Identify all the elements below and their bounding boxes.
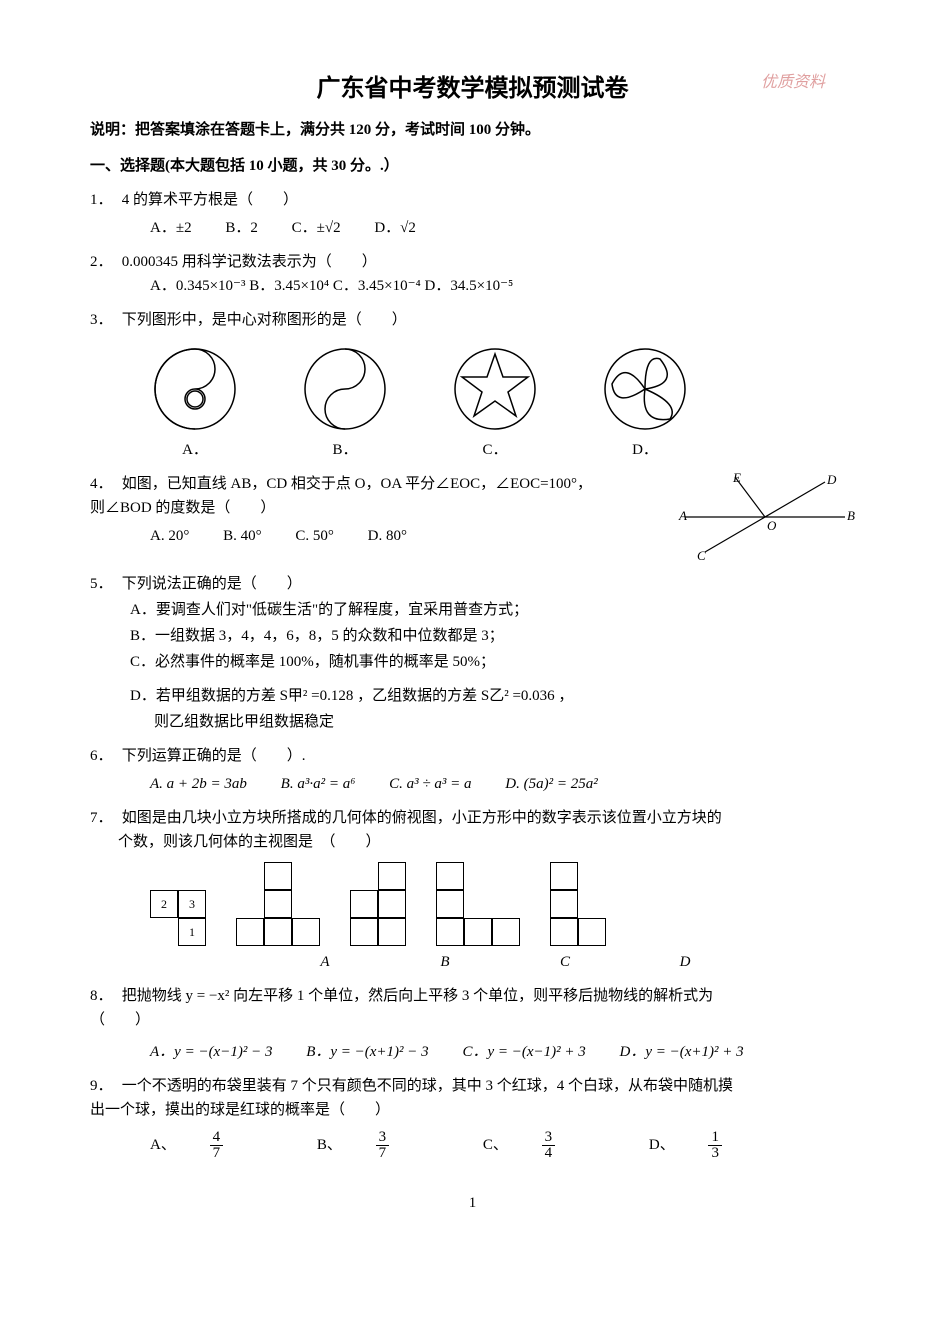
q2-opt-d: D．34.5×10⁻⁵ (425, 278, 514, 294)
q2-opt-c: C．3.45×10⁻⁴ (333, 278, 421, 294)
q8-opt-c: C．y = −(x−1)² + 3 (462, 1040, 585, 1064)
q9-text1: 一个不透明的布袋里装有 7 个只有颜色不同的球，其中 3 个红球，4 个白球，从… (122, 1078, 733, 1094)
q5-opt-c: C．必然事件的概率是 100%，随机事件的概率是 50%； (130, 650, 855, 674)
q6-text: 下列运算正确的是（ ）. (122, 748, 306, 764)
q3-fig-c (450, 344, 540, 434)
q7-opt-d-fig (550, 862, 606, 946)
q9-opt-c: C、 34 (483, 1130, 615, 1161)
q6-num: 6． (90, 744, 118, 768)
q4-opt-a: A. 20° (150, 524, 189, 548)
q7-opt-a-fig (236, 862, 320, 946)
q1-text: 4 的算术平方根是（ ） (122, 192, 298, 208)
q2-opt-b: B．3.45×10⁴ (249, 278, 329, 294)
q3-label-c: C． (450, 438, 540, 462)
q7-opt-c-fig (436, 862, 520, 946)
question-6: 6． 下列运算正确的是（ ）. A. a + 2b = 3ab B. a³·a²… (90, 744, 855, 796)
q3-num: 3． (90, 308, 118, 332)
instructions: 说明：把答案填涂在答题卡上，满分共 120 分，考试时间 100 分钟。 (90, 118, 855, 142)
q4-opt-c: C. 50° (295, 524, 334, 548)
q9-text2: 出一个球，摸出的球是红球的概率是（ ） (90, 1102, 390, 1118)
q4-figure: E D A O B C (675, 472, 855, 562)
q1-opt-b: B．2 (225, 216, 258, 240)
q8-text: 把抛物线 y = −x² 向左平移 1 个单位，然后向上平移 3 个单位，则平移… (122, 988, 713, 1004)
q7-label-b: B (400, 950, 490, 974)
svg-text:O: O (767, 518, 777, 533)
q4-num: 4． (90, 472, 118, 496)
q5-opt-d2: 则乙组数据比甲组数据稳定 (154, 710, 855, 734)
q7-label-a: A (280, 950, 370, 974)
q5-opt-a: A．要调查人们对"低碳生活"的了解程度，宜采用普查方式； (130, 598, 855, 622)
topview-cell: 2 (150, 890, 178, 918)
svg-text:E: E (732, 472, 741, 485)
q7-topview: 2 3 1 (150, 890, 206, 946)
q8-opt-b: B．y = −(x+1)² − 3 (306, 1040, 428, 1064)
q1-opt-d: D．√2 (374, 216, 416, 240)
question-3: 3． 下列图形中，是中心对称图形的是（ ） A． B． C． D． (90, 308, 855, 462)
q9-opt-d: D、 13 (649, 1130, 782, 1161)
question-1: 1． 4 的算术平方根是（ ） A．±2 B．2 C．±√2 D．√2 (90, 188, 855, 240)
q9-opt-a: A、 47 (150, 1130, 283, 1161)
q4-opt-d: D. 80° (368, 524, 407, 548)
q3-label-a: A． (150, 438, 240, 462)
q5-num: 5． (90, 572, 118, 596)
svg-text:B: B (847, 508, 855, 523)
q2-num: 2． (90, 250, 118, 274)
q1-opt-c: C．±√2 (292, 216, 341, 240)
q2-opt-a: A．0.345×10⁻³ (150, 278, 245, 294)
question-2: 2． 0.000345 用科学记数法表示为（ ） A．0.345×10⁻³ B．… (90, 250, 855, 298)
q4-text1: 如图，已知直线 AB，CD 相交于点 O，OA 平分∠EOC，∠EOC=100°… (122, 476, 592, 492)
q2-text: 0.000345 用科学记数法表示为（ ） (122, 254, 377, 270)
q1-opt-a: A．±2 (150, 216, 192, 240)
q7-label-d: D (640, 950, 730, 974)
q3-fig-a (150, 344, 240, 434)
svg-text:D: D (826, 472, 837, 487)
q3-text: 下列图形中，是中心对称图形的是（ ） (122, 312, 407, 328)
q1-num: 1． (90, 188, 118, 212)
q3-fig-d (600, 344, 690, 434)
topview-cell: 3 (178, 890, 206, 918)
q3-label-b: B． (300, 438, 390, 462)
q8-blank: （ ） (90, 1012, 150, 1028)
page-number: 1 (90, 1191, 855, 1215)
title: 广东省中考数学模拟预测试卷 (90, 70, 855, 108)
q7-num: 7． (90, 806, 118, 830)
q7-text2: 个数，则该几何体的主视图是 （ ） (118, 834, 381, 850)
topview-empty (150, 918, 178, 946)
q4-opt-b: B. 40° (223, 524, 262, 548)
watermark: 优质资料 (761, 70, 825, 96)
question-9: 9． 一个不透明的布袋里装有 7 个只有颜色不同的球，其中 3 个红球，4 个白… (90, 1074, 855, 1161)
q7-text1: 如图是由几块小立方块所搭成的几何体的俯视图，小正方形中的数字表示该位置小立方块的 (122, 810, 722, 826)
q5-opt-b: B．一组数据 3，4，4，6，8，5 的众数和中位数都是 3； (130, 624, 855, 648)
q6-opt-c: C. a³ ÷ a³ = a (389, 772, 471, 796)
svg-text:A: A (678, 508, 687, 523)
question-7: 7． 如图是由几块小立方块所搭成的几何体的俯视图，小正方形中的数字表示该位置小立… (90, 806, 855, 974)
question-5: 5． 下列说法正确的是（ ） A．要调查人们对"低碳生活"的了解程度，宜采用普查… (90, 572, 855, 734)
q6-opt-a: A. a + 2b = 3ab (150, 772, 247, 796)
svg-text:C: C (697, 548, 706, 562)
question-8: 8． 把抛物线 y = −x² 向左平移 1 个单位，然后向上平移 3 个单位，… (90, 984, 855, 1064)
question-4: 4． 如图，已知直线 AB，CD 相交于点 O，OA 平分∠EOC，∠EOC=1… (90, 472, 855, 562)
q9-opt-b: B、 37 (317, 1130, 449, 1161)
topview-cell: 1 (178, 918, 206, 946)
q6-opt-b: B. a³·a² = a⁶ (281, 772, 356, 796)
q8-opt-a: A．y = −(x−1)² − 3 (150, 1040, 272, 1064)
section-header: 一、选择题(本大题包括 10 小题，共 30 分。.） (90, 154, 855, 178)
q6-opt-d: D. (5a)² = 25a² (505, 772, 597, 796)
q9-num: 9． (90, 1074, 118, 1098)
q8-opt-d: D．y = −(x+1)² + 3 (619, 1040, 743, 1064)
q5-opt-d1: D．若甲组数据的方差 S甲² =0.128 ，乙组数据的方差 S乙² =0.03… (130, 684, 855, 708)
q7-label-c: C (520, 950, 610, 974)
q3-fig-b (300, 344, 390, 434)
q4-text2: 则∠BOD 的度数是（ ） (90, 500, 275, 516)
q5-text: 下列说法正确的是（ ） (122, 576, 302, 592)
q7-opt-b-fig (350, 862, 406, 946)
q3-label-d: D． (600, 438, 690, 462)
q8-num: 8． (90, 984, 118, 1008)
